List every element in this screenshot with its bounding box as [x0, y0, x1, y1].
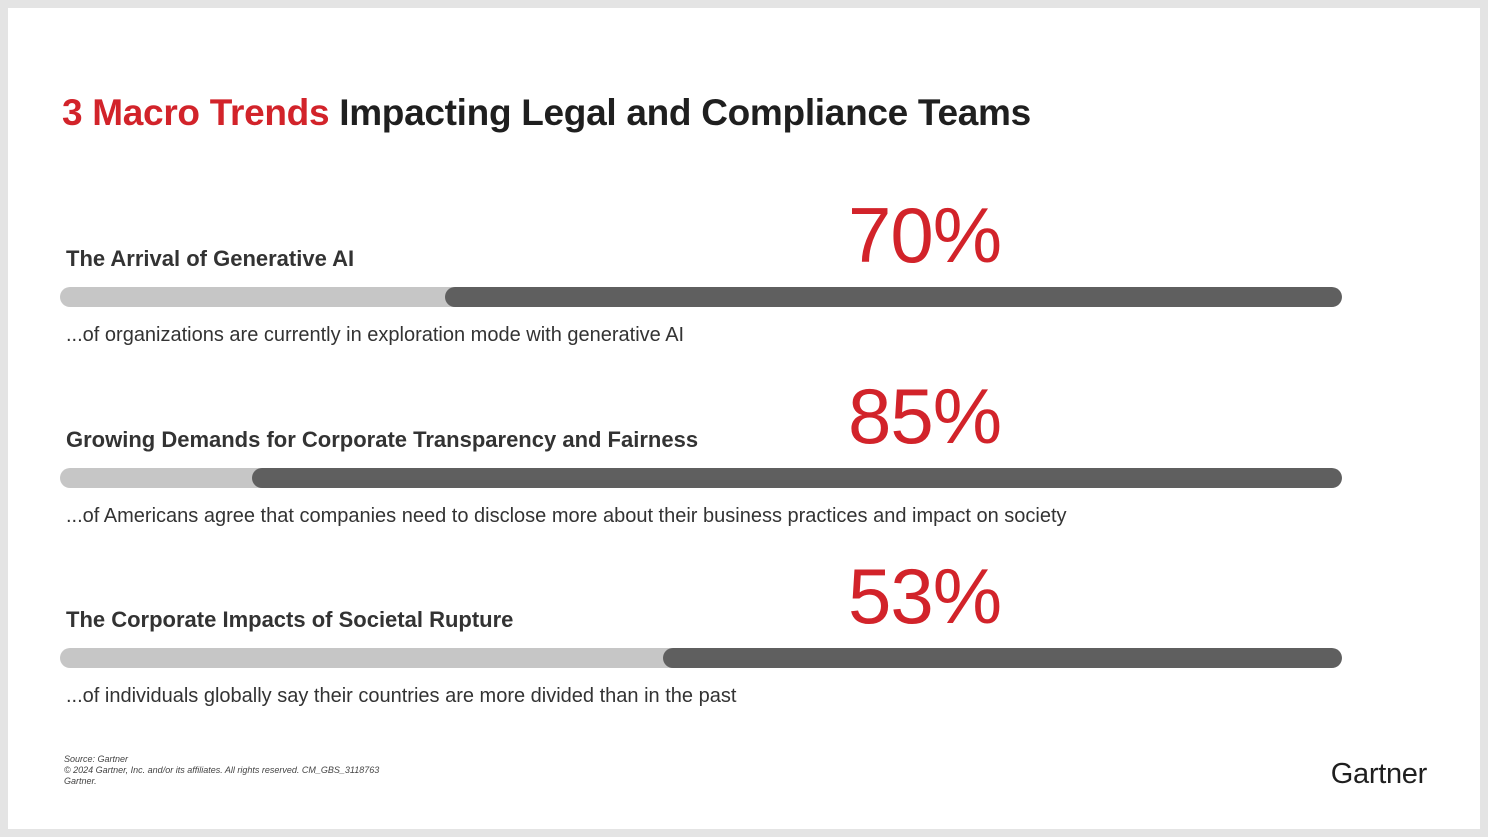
bar-track	[60, 468, 1342, 488]
bar-track	[60, 648, 1342, 668]
page-title: 3 Macro Trends Impacting Legal and Compl…	[62, 92, 1031, 134]
trend-label: The Corporate Impacts of Societal Ruptur…	[66, 607, 514, 632]
footnote-copyright: © 2024 Gartner, Inc. and/or its affiliat…	[64, 765, 380, 775]
footnote-source: Source: Gartner	[64, 754, 129, 764]
trend-label: Growing Demands for Corporate Transparen…	[66, 427, 699, 452]
trend-description: ...of Americans agree that companies nee…	[66, 505, 1067, 527]
bar-fill	[444, 287, 1342, 307]
title-highlight: 3 Macro Trends	[62, 92, 330, 133]
title-rest: Impacting Legal and Compliance Teams	[329, 92, 1031, 133]
bar-fill	[252, 468, 1342, 488]
infographic-card: 3 Macro Trends Impacting Legal and Compl…	[8, 8, 1480, 829]
trend-description: ...of organizations are currently in exp…	[66, 324, 685, 346]
trend-societal-rupture: The Corporate Impacts of Societal Ruptur…	[60, 557, 1350, 727]
trend-value: 53%	[848, 552, 1002, 640]
trend-value: 85%	[848, 372, 1002, 460]
trend-transparency: Growing Demands for Corporate Transparen…	[60, 377, 1350, 547]
trend-description: ...of individuals globally say their cou…	[66, 685, 737, 707]
source-footnote: Source: Gartner © 2024 Gartner, Inc. and…	[64, 754, 379, 787]
trend-label: The Arrival of Generative AI	[66, 246, 355, 271]
footnote-company: Gartner.	[64, 776, 97, 786]
bar-fill	[662, 648, 1342, 668]
gartner-logo: Gartner	[1330, 758, 1428, 790]
trend-value: 70%	[848, 191, 1002, 279]
trend-generative-ai: The Arrival of Generative AI 70% ...of o…	[60, 196, 1350, 366]
bar-track	[60, 287, 1342, 307]
